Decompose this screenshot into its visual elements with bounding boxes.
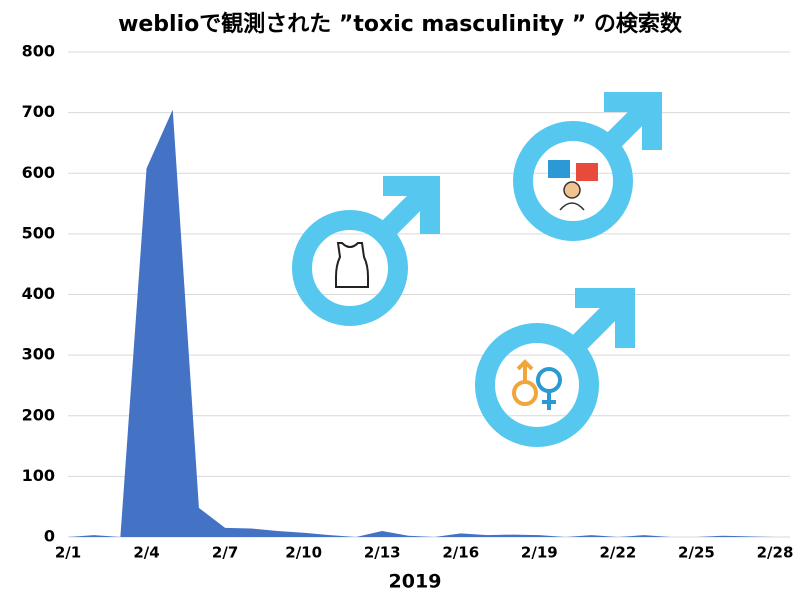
y-tick-label: 200 [22,405,55,424]
x-tick-label: 2/13 [364,544,401,562]
x-axis-label: 2019 [389,571,442,593]
chart-title: weblioで観測された ”toxic masculinity ” の検索数 [118,11,683,37]
x-tick-label: 2/19 [521,544,558,562]
y-tick-label: 600 [22,163,55,182]
male-symbol [475,288,635,447]
y-tick-label: 500 [22,223,55,242]
x-tick-label: 2/1 [55,544,81,562]
male-symbol [513,92,662,241]
x-tick-label: 2/28 [757,544,794,562]
y-tick-label: 700 [22,102,55,121]
x-tick-label: 2/16 [442,544,479,562]
x-tick-label: 2/4 [133,544,159,562]
plot-area: 0 100 200 300 400 500 600 700 800 2/1 2/4 2/7 2/10 2/… [22,42,794,562]
y-tick-label: 0 [44,527,55,546]
y-tick-label: 400 [22,284,55,303]
y-tick-label: 300 [22,345,55,364]
area [68,109,775,537]
x-tick-label: 2/10 [285,544,322,562]
x-tick-label: 2/25 [678,544,715,562]
x-tick-label: 2/22 [599,544,636,562]
y-tick-label: 800 [22,42,55,61]
x-tick-label: 2/7 [212,544,238,562]
y-tick-label: 100 [22,466,55,485]
male-symbol [292,176,440,326]
